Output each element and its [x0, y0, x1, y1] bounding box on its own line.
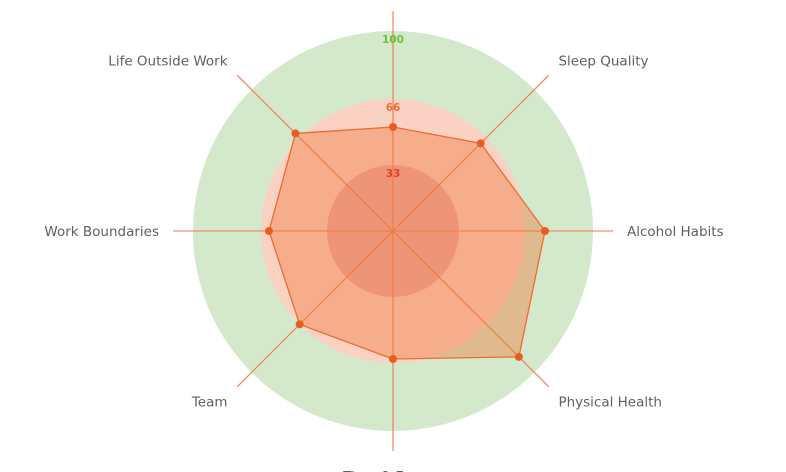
- data-point-5: [389, 355, 397, 363]
- data-point-1: [389, 123, 397, 131]
- data-point-6: [295, 320, 304, 329]
- data-point-2: [476, 139, 485, 148]
- category-label-4: Physical Health: [558, 394, 662, 410]
- tick-label-100: 100: [382, 34, 404, 46]
- data-point-3: [541, 227, 549, 235]
- axis-line-6: [237, 230, 394, 387]
- data-point-8: [291, 129, 300, 138]
- category-label-3: Alcohol Habits: [627, 224, 724, 240]
- category-label-2: Sleep Quality: [558, 54, 648, 70]
- data-point-4: [514, 352, 523, 361]
- data-point-7: [265, 227, 273, 235]
- category-label-8: Life Outside Work: [108, 54, 227, 70]
- category-label-7: Work Boundaries: [44, 224, 159, 240]
- tick-label-66: 66: [386, 102, 401, 114]
- axis-line-2: [392, 75, 549, 232]
- tick-label-33: 33: [386, 168, 401, 180]
- category-label-6: Team: [191, 394, 228, 410]
- axis-line-4: [392, 230, 549, 387]
- category-label-5: Time & Energy: [342, 469, 442, 472]
- axis-line-8: [237, 75, 394, 232]
